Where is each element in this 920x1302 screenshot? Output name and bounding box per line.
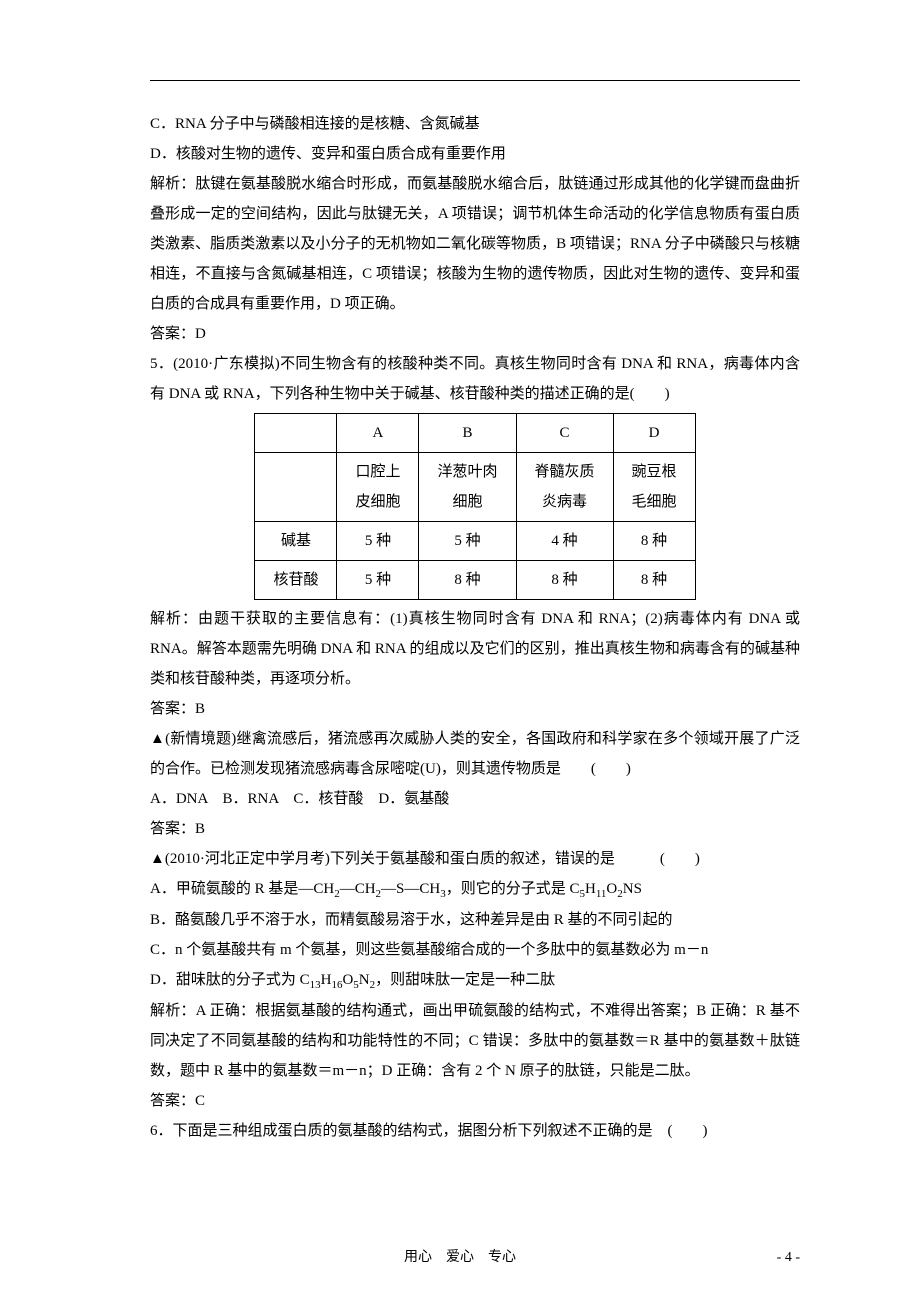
- td: 8 种: [516, 561, 613, 600]
- text: O: [342, 972, 353, 988]
- qA-options: A．DNA B．RNA C．核苷酸 D．氨基酸: [150, 784, 800, 814]
- qB-explanation: 解析：A 正确：根据氨基酸的结构通式，画出甲硫氨酸的结构式，不难得出答案；B 正…: [150, 996, 800, 1086]
- text: N: [359, 972, 370, 988]
- table-header-row: A B C D: [255, 414, 695, 453]
- td: [255, 453, 337, 522]
- q6-stem: 6．下面是三种组成蛋白质的氨基酸的结构式，据图分析下列叙述不正确的是 ( ): [150, 1116, 800, 1146]
- td: 脊髓灰质炎病毒: [516, 453, 613, 522]
- text: —CH: [340, 881, 376, 897]
- qB-option-a: A．甲硫氨酸的 R 基是—CH2—CH2—S—CH3，则它的分子式是 C5H11…: [150, 874, 800, 905]
- text: —S—CH: [381, 881, 440, 897]
- text: ，则甜味肽一定是一种二肽: [375, 972, 555, 988]
- td: 口腔上皮细胞: [337, 453, 419, 522]
- page-footer: 用心 爱心 专心 - 4 -: [0, 1244, 920, 1272]
- td: 核苷酸: [255, 561, 337, 600]
- td: 5 种: [337, 561, 419, 600]
- qB-stem: ▲(2010·河北正定中学月考)下列关于氨基酸和蛋白质的叙述，错误的是 ( ): [150, 844, 800, 874]
- qB-option-b: B．酪氨酸几乎不溶于水，而精氨酸易溶于水，这种差异是由 R 基的不同引起的: [150, 905, 800, 935]
- q4-answer: 答案：D: [150, 319, 800, 349]
- text: D．甜味肽的分子式为 C: [150, 972, 310, 988]
- td: 5 种: [419, 522, 516, 561]
- q4-option-c: C．RNA 分子中与磷酸相连接的是核糖、含氮碱基: [150, 109, 800, 139]
- td: 8 种: [613, 561, 695, 600]
- q5-explanation: 解析：由题干获取的主要信息有：(1)真核生物同时含有 DNA 和 RNA；(2)…: [150, 604, 800, 694]
- td: 豌豆根毛细胞: [613, 453, 695, 522]
- td: 4 种: [516, 522, 613, 561]
- qB-option-d: D．甜味肽的分子式为 C13H16O5N2，则甜味肽一定是一种二肽: [150, 965, 800, 996]
- q5-table: A B C D 口腔上皮细胞 洋葱叶肉细胞 脊髓灰质炎病毒 豌豆根毛细胞 碱基 …: [254, 413, 695, 600]
- td: 8 种: [419, 561, 516, 600]
- q5-answer: 答案：B: [150, 694, 800, 724]
- text: A．甲硫氨酸的 R 基是—CH: [150, 881, 334, 897]
- th-b: B: [419, 414, 516, 453]
- table-row: 核苷酸 5 种 8 种 8 种 8 种: [255, 561, 695, 600]
- qB-answer: 答案：C: [150, 1086, 800, 1116]
- page-number: - 4 -: [777, 1244, 800, 1272]
- text: H: [585, 881, 596, 897]
- q4-explanation: 解析：肽键在氨基酸脱水缩合时形成，而氨基酸脱水缩合后，肽链通过形成其他的化学键而…: [150, 169, 800, 319]
- th-blank: [255, 414, 337, 453]
- qB-option-c: C．n 个氨基酸共有 m 个氨基，则这些氨基酸缩合成的一个多肽中的氨基数必为 m…: [150, 935, 800, 965]
- qA-answer: 答案：B: [150, 814, 800, 844]
- qA-stem: ▲(新情境题)继禽流感后，猪流感再次威胁人类的安全，各国政府和科学家在多个领域开…: [150, 724, 800, 784]
- th-d: D: [613, 414, 695, 453]
- top-rule: [150, 80, 800, 81]
- td: 8 种: [613, 522, 695, 561]
- q4-option-d: D．核酸对生物的遗传、变异和蛋白质合成有重要作用: [150, 139, 800, 169]
- footer-text: 用心 爱心 专心: [404, 1250, 516, 1265]
- table-row: 碱基 5 种 5 种 4 种 8 种: [255, 522, 695, 561]
- q5-stem: 5．(2010·广东模拟)不同生物含有的核酸种类不同。真核生物同时含有 DNA …: [150, 349, 800, 409]
- td: 5 种: [337, 522, 419, 561]
- document-page: C．RNA 分子中与磷酸相连接的是核糖、含氮碱基 D．核酸对生物的遗传、变异和蛋…: [0, 0, 920, 1302]
- text: NS: [623, 881, 642, 897]
- td: 碱基: [255, 522, 337, 561]
- th-a: A: [337, 414, 419, 453]
- text: H: [321, 972, 332, 988]
- th-c: C: [516, 414, 613, 453]
- text: ，则它的分子式是 C: [446, 881, 580, 897]
- text: O: [606, 881, 617, 897]
- td: 洋葱叶肉细胞: [419, 453, 516, 522]
- table-row: 口腔上皮细胞 洋葱叶肉细胞 脊髓灰质炎病毒 豌豆根毛细胞: [255, 453, 695, 522]
